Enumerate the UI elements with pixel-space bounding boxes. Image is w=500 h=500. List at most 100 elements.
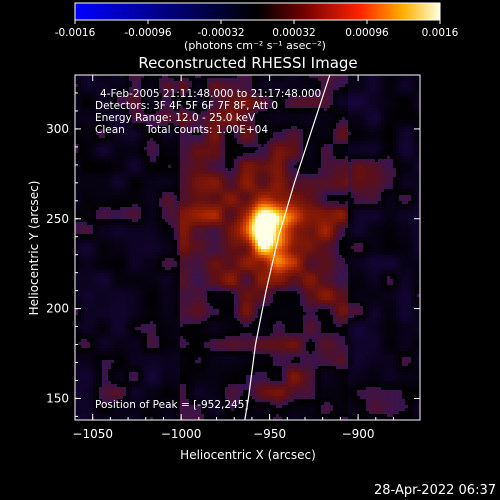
heatmap-cell <box>90 105 94 109</box>
heatmap-cell <box>138 276 142 280</box>
heatmap-cell <box>123 327 127 331</box>
heatmap-cell <box>192 300 196 304</box>
heatmap-cell <box>159 315 163 319</box>
heatmap-cell <box>99 276 103 280</box>
heatmap-cell <box>114 195 118 199</box>
heatmap-cell <box>159 234 163 238</box>
heatmap-cell <box>96 162 100 166</box>
heatmap-cell <box>153 144 157 148</box>
heatmap-cell <box>198 315 202 319</box>
heatmap-cell <box>120 219 124 223</box>
heatmap-cell <box>114 99 118 103</box>
heatmap-cell <box>186 162 190 166</box>
heatmap-cell <box>201 381 205 385</box>
heatmap-cell <box>78 132 82 136</box>
heatmap-cell <box>162 285 166 289</box>
heatmap-cell <box>108 369 112 373</box>
heatmap-cell <box>171 258 175 262</box>
heatmap-cell <box>84 318 88 322</box>
heatmap-cell <box>120 312 124 316</box>
heatmap-cell <box>195 357 199 361</box>
heatmap-cell <box>168 273 172 277</box>
heatmap-cell <box>174 216 178 220</box>
heatmap-cell <box>135 84 139 88</box>
heatmap-cell <box>192 336 196 340</box>
heatmap-cell <box>195 90 199 94</box>
heatmap-cell <box>99 150 103 154</box>
heatmap-cell <box>174 108 178 112</box>
heatmap-cell <box>150 252 154 256</box>
heatmap-cell <box>135 99 139 103</box>
heatmap-cell <box>189 129 193 133</box>
heatmap-cell <box>84 168 88 172</box>
heatmap-cell <box>147 375 151 379</box>
heatmap-cell <box>126 84 130 88</box>
heatmap-cell <box>159 309 163 313</box>
heatmap-cell <box>105 96 109 100</box>
heatmap-cell <box>87 336 91 340</box>
heatmap-cell <box>153 135 157 139</box>
heatmap-cell <box>102 177 106 181</box>
heatmap-cell <box>153 201 157 205</box>
heatmap-cell <box>198 165 202 169</box>
heatmap-cell <box>153 183 157 187</box>
heatmap-cell <box>108 363 112 367</box>
heatmap-cell <box>111 399 115 403</box>
heatmap-cell <box>96 252 100 256</box>
heatmap-cell <box>174 351 178 355</box>
heatmap-cell <box>201 99 205 103</box>
heatmap-cell <box>171 162 175 166</box>
heatmap-cell <box>201 348 205 352</box>
heatmap-cell <box>150 306 154 310</box>
heatmap-cell <box>129 417 133 420</box>
heatmap-cell <box>198 168 202 172</box>
heatmap-cell <box>198 366 202 370</box>
heatmap-cell <box>105 261 109 265</box>
heatmap-cell <box>156 144 160 148</box>
heatmap-cell <box>147 381 151 385</box>
heatmap-cell <box>117 186 121 190</box>
heatmap-cell <box>174 249 178 253</box>
heatmap-cell <box>186 270 190 274</box>
heatmap-cell <box>99 375 103 379</box>
heatmap-cell <box>111 126 115 130</box>
heatmap-cell <box>87 219 91 223</box>
heatmap-cell <box>84 273 88 277</box>
heatmap-cell <box>198 288 202 292</box>
heatmap-cell <box>162 81 166 85</box>
heatmap-cell <box>120 396 124 400</box>
heatmap-cell <box>138 411 142 415</box>
heatmap-cell <box>192 357 196 361</box>
heatmap-cell <box>129 105 133 109</box>
heatmap-cell <box>162 177 166 181</box>
heatmap-cell <box>159 411 163 415</box>
heatmap-cell <box>156 249 160 253</box>
heatmap-cell <box>87 213 91 217</box>
heatmap-cell <box>177 324 181 328</box>
heatmap-cell <box>204 99 208 103</box>
heatmap-cell <box>96 114 100 118</box>
heatmap-cell <box>93 204 97 208</box>
heatmap-cell <box>168 267 172 271</box>
heatmap-cell <box>180 78 184 82</box>
heatmap-cell <box>117 237 121 241</box>
heatmap-cell <box>192 369 196 373</box>
heatmap-cell <box>105 150 109 154</box>
heatmap-cell <box>198 351 202 355</box>
heatmap-cell <box>123 318 127 322</box>
heatmap-cell <box>144 285 148 289</box>
heatmap-cell <box>99 234 103 238</box>
heatmap-cell <box>96 309 100 313</box>
heatmap-cell <box>135 405 139 409</box>
heatmap-cell <box>141 108 145 112</box>
heatmap-cell <box>198 276 202 280</box>
heatmap-cell <box>114 207 118 211</box>
heatmap-cell <box>183 177 187 181</box>
heatmap-cell <box>201 222 205 226</box>
heatmap-cell <box>183 294 187 298</box>
heatmap-cell <box>198 129 202 133</box>
heatmap-cell <box>156 303 160 307</box>
heatmap-cell <box>105 342 109 346</box>
heatmap-cell <box>123 165 127 169</box>
heatmap-cell <box>201 219 205 223</box>
